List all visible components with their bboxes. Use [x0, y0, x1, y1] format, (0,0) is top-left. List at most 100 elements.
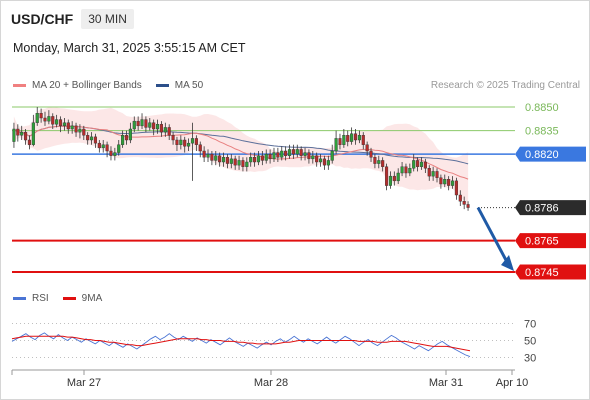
- candle-body: [27, 139, 32, 145]
- candle-body: [86, 135, 90, 141]
- legend-item-ma50: MA 50: [155, 80, 203, 91]
- candle-body: [82, 128, 86, 136]
- candle-body: [276, 152, 280, 158]
- level-badge-bg-5: [515, 264, 586, 280]
- candle-body: [229, 158, 233, 164]
- candle-body: [214, 155, 218, 161]
- candle-body: [396, 172, 400, 182]
- candle-body: [435, 171, 439, 178]
- candle-body: [16, 128, 20, 136]
- candle-body: [392, 175, 396, 182]
- candle-body: [78, 128, 82, 133]
- candle-body: [187, 142, 191, 147]
- candle-body: [148, 122, 152, 128]
- candle-body: [404, 166, 408, 174]
- candle-body: [70, 125, 74, 130]
- candles: [12, 107, 470, 211]
- candle-body: [62, 122, 66, 127]
- candle-body: [237, 160, 241, 166]
- candle-body: [388, 175, 392, 186]
- candle-body: [51, 116, 55, 125]
- candle-body: [117, 144, 121, 153]
- candle-body: [31, 122, 35, 145]
- candle-body: [198, 144, 202, 152]
- candle-body: [369, 150, 373, 158]
- level-label-0: 0.8850: [525, 102, 559, 114]
- level-badge-bg-3: [515, 200, 586, 216]
- candle-body: [66, 122, 70, 130]
- level-badge-label-3: 0.8786: [525, 203, 559, 215]
- candle-body: [419, 161, 424, 167]
- candle-body: [210, 153, 214, 161]
- rsi-legend-item-ma: 9MA: [62, 293, 103, 304]
- rsi-level-label-2: 30: [524, 353, 536, 365]
- legend-swatch-ma50: [155, 84, 169, 87]
- candle-body: [431, 171, 435, 177]
- candle-body: [249, 157, 253, 163]
- candle-body: [280, 150, 284, 158]
- candle-body: [109, 150, 113, 156]
- candle-body: [90, 136, 94, 141]
- candle-body: [260, 155, 264, 161]
- candle-body: [311, 155, 315, 160]
- candle-body: [152, 122, 156, 130]
- candle-body: [299, 149, 303, 156]
- candle-body: [338, 138, 342, 145]
- candle-body: [447, 179, 451, 186]
- candle-body: [264, 153, 268, 161]
- rsi-legend-swatch-ma: [62, 297, 76, 300]
- candle-body: [43, 117, 47, 122]
- candle-body: [272, 152, 276, 160]
- candle-body: [55, 119, 59, 125]
- candle-body: [353, 133, 358, 141]
- symbol-label: USD/CHF: [11, 11, 74, 27]
- candle-body: [330, 150, 334, 161]
- candle-body: [427, 168, 431, 177]
- candle-body: [458, 194, 462, 202]
- forecast-arrow-line: [476, 206, 509, 263]
- timeframe-badge[interactable]: 30 MIN: [81, 9, 134, 29]
- candle-body: [326, 160, 330, 166]
- candle-body: [322, 158, 327, 166]
- candle-body: [194, 138, 198, 145]
- candle-body: [381, 160, 385, 167]
- rsi-legend-swatch-rsi: [13, 297, 26, 300]
- candle-body: [466, 204, 470, 208]
- level-badge-label-2: 0.8820: [525, 149, 559, 161]
- level-badge-label-5: 0.8745: [525, 267, 559, 279]
- candle-body: [167, 127, 171, 136]
- candle-body: [253, 157, 257, 163]
- x-tick-label-1: Mar 28: [254, 377, 288, 389]
- candle-body: [144, 119, 148, 128]
- ma20-line: [13, 125, 469, 180]
- level-badge-bg-4: [515, 233, 586, 249]
- rsi-level-label-1: 50: [524, 336, 536, 348]
- candle-body: [12, 128, 16, 142]
- candle-body: [39, 113, 43, 119]
- candle-body: [245, 161, 249, 167]
- candle-body: [58, 119, 63, 127]
- candle-body: [357, 135, 361, 141]
- candle-body: [20, 131, 24, 136]
- candle-body: [319, 158, 323, 163]
- candle-body: [439, 177, 443, 185]
- candle-body: [206, 153, 210, 158]
- candle-body: [159, 124, 163, 133]
- candle-body: [97, 142, 101, 149]
- candle-body: [462, 201, 466, 205]
- candle-body: [287, 149, 292, 156]
- credit-text: Research © 2025 Trading Central: [430, 80, 580, 91]
- candle-body: [47, 116, 51, 122]
- candle-body: [361, 135, 365, 145]
- rsi-legend-label-ma: 9MA: [81, 293, 103, 304]
- candle-body: [128, 128, 132, 141]
- level-badge-5: 0.8745: [515, 264, 586, 280]
- candle-body: [74, 125, 78, 133]
- candle-body: [171, 135, 175, 141]
- candle-body: [416, 160, 420, 167]
- candle-body: [291, 149, 295, 155]
- legend-label-ma20: MA 20 + Bollinger Bands: [32, 80, 142, 91]
- candle-body: [423, 161, 427, 169]
- x-tick-label-0: Mar 27: [67, 377, 101, 389]
